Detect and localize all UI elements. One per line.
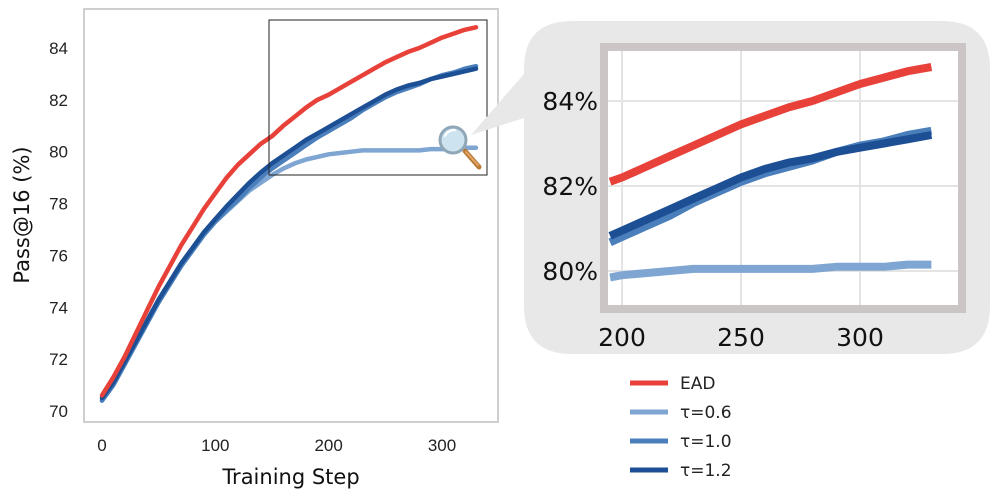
zoom-series-line-tau-1-2 (608, 131, 933, 240)
x-tick-label: 200 (314, 436, 342, 455)
zoom-x-ticks: 200 250 300 (598, 323, 884, 352)
zoom-x-tick-label: 200 (598, 323, 646, 352)
legend-label-tau-1-0: τ=1.0 (680, 432, 732, 452)
zoom-x-tick-label: 300 (836, 323, 884, 352)
main-plot-frame (83, 8, 499, 423)
y-axis-title: Pass@16 (%) (10, 146, 34, 283)
zoom-y-tick-label: 82% (542, 172, 598, 201)
y-tick-label: 84 (49, 39, 68, 58)
y-tick-label: 82 (49, 91, 68, 110)
legend-label-tau-1-2: τ=1.2 (680, 461, 732, 481)
series-line-tau-1-2 (99, 66, 479, 401)
x-tick-label: 100 (201, 436, 229, 455)
y-tick-label: 72 (49, 350, 68, 369)
series-line-ead (99, 25, 479, 398)
main-series-lines (99, 25, 479, 403)
zoom-x-tick-label: 250 (717, 323, 765, 352)
main-x-ticks: 0 100 200 300 (97, 436, 456, 455)
y-tick-label: 76 (49, 246, 68, 265)
zoom-y-tick-label: 80% (542, 257, 598, 286)
y-tick-label: 74 (49, 298, 68, 317)
x-tick-label: 300 (428, 436, 456, 455)
zoom-series-line-tau-0-6 (609, 260, 932, 282)
legend-label-tau-0-6: τ=0.6 (680, 403, 732, 423)
y-tick-label: 70 (49, 402, 68, 421)
y-tick-label: 78 (49, 195, 68, 214)
zoom-y-ticks: 80% 82% 84% (542, 87, 598, 286)
zoom-callout: 80% 82% 84% 200 250 300 (471, 21, 990, 354)
y-tick-label: 80 (49, 143, 68, 162)
legend-label-ead: EAD (680, 374, 715, 394)
x-axis-title: Training Step (221, 465, 359, 489)
zoom-series-line-ead (608, 63, 933, 186)
legend: EAD τ=0.6 τ=1.0 τ=1.2 (630, 374, 732, 481)
zoom-region-box (268, 19, 488, 176)
main-y-ticks: 70 72 74 76 78 80 82 84 (49, 39, 68, 421)
zoom-series-lines (608, 63, 933, 282)
magnifier-icon (438, 125, 482, 170)
x-tick-label: 0 (97, 436, 106, 455)
zoom-y-tick-label: 84% (542, 87, 598, 116)
main-chart: 70 72 74 76 78 80 82 84 0 100 200 300 Training Ste… (10, 8, 499, 489)
